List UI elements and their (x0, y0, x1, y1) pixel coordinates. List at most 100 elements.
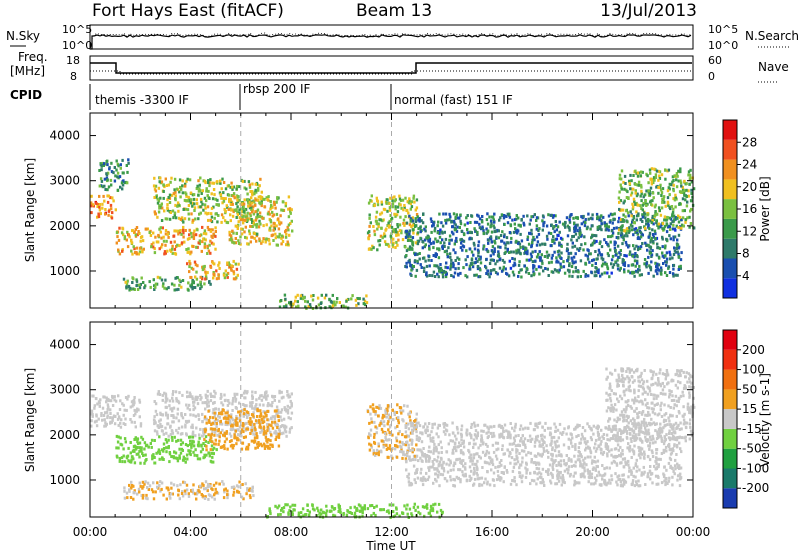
echo-cell (450, 230, 454, 234)
echo-cell (427, 258, 430, 262)
echo-cell (493, 247, 496, 251)
echo-cell (119, 442, 122, 446)
echo-cell (561, 222, 565, 226)
echo-cell (415, 421, 418, 425)
echo-cell (123, 489, 126, 493)
echo-cell (452, 232, 455, 236)
echo-cell (532, 270, 535, 274)
echo-cell (652, 235, 655, 239)
echo-cell (411, 424, 415, 428)
echo-cell (133, 396, 136, 399)
echo-cell (153, 439, 156, 442)
echo-cell (267, 238, 271, 242)
power-x-tickmarks (89, 113, 694, 308)
colorbar-swatch (723, 278, 737, 298)
echo-cell (503, 214, 506, 217)
echo-cell (199, 283, 202, 287)
echo-cell (638, 468, 641, 472)
echo-cell (117, 176, 120, 180)
echo-cell (244, 412, 248, 416)
echo-cell (629, 271, 632, 275)
echo-cell (212, 272, 215, 276)
echo-cell (151, 457, 154, 461)
echo-cell (503, 241, 506, 245)
echo-cell (498, 218, 501, 222)
echo-cell (476, 265, 480, 268)
echo-cell (558, 230, 561, 234)
echo-cell (203, 453, 206, 457)
echo-cell (414, 508, 417, 512)
echo-cell (656, 267, 660, 271)
echo-cell (643, 470, 646, 474)
echo-cell (590, 234, 594, 238)
echo-cell (191, 442, 194, 446)
echo-cell (251, 192, 254, 196)
echo-cell (207, 211, 210, 215)
echo-cell (160, 219, 164, 222)
echo-cell (262, 425, 266, 429)
echo-cell (133, 401, 136, 405)
echo-cell (179, 185, 182, 189)
echo-cell (665, 433, 668, 437)
echo-cell (531, 260, 534, 264)
echo-cell (574, 260, 577, 264)
echo-cell (236, 489, 239, 493)
echo-cell (558, 220, 561, 224)
echo-region (404, 421, 683, 488)
echo-cell (268, 228, 271, 232)
echo-cell (672, 183, 675, 187)
echo-cell (244, 235, 247, 239)
echo-cell (164, 405, 167, 409)
echo-cell (219, 392, 223, 396)
echo-cell (236, 392, 239, 396)
echo-cell (135, 284, 138, 288)
echo-cell (473, 421, 476, 425)
echo-cell (238, 401, 241, 405)
echo-cell (199, 189, 202, 193)
noise-left-tick-bottom: 10^0 (62, 39, 92, 52)
echo-cell (154, 184, 158, 188)
echo-cell (680, 226, 683, 230)
echo-cell (254, 390, 257, 394)
echo-cell (222, 197, 225, 200)
echo-cell (437, 443, 440, 447)
echo-cell (394, 198, 397, 202)
echo-cell (248, 404, 252, 408)
echo-cell (671, 175, 675, 179)
echo-cell (394, 230, 397, 234)
echo-cell (503, 260, 506, 264)
echo-cell (445, 423, 449, 427)
echo-cell (286, 240, 289, 244)
echo-cell (542, 221, 545, 225)
echo-cell (283, 293, 287, 297)
echo-cell (266, 418, 269, 422)
echo-cell (98, 203, 101, 206)
echo-cell (634, 264, 637, 268)
echo-cell (410, 442, 413, 446)
echo-cell (207, 179, 210, 183)
echo-cell (375, 405, 378, 409)
echo-cell (150, 445, 153, 449)
echo-cell (640, 199, 643, 203)
echo-cell (476, 233, 479, 236)
echo-cell (252, 439, 255, 443)
echo-cell (209, 415, 212, 419)
echo-cell (374, 215, 378, 219)
echo-cell (234, 277, 237, 281)
echo-cell (249, 203, 252, 207)
echo-cell (363, 299, 367, 303)
echo-cell (274, 429, 277, 433)
echo-cell (289, 406, 292, 410)
echo-cell (368, 442, 371, 446)
echo-cell (379, 218, 382, 222)
echo-cell (454, 267, 457, 271)
echo-cell (532, 273, 535, 277)
echo-cell (433, 226, 437, 230)
echo-cell (189, 413, 192, 417)
echo-cell (572, 255, 576, 259)
echo-cell (392, 503, 395, 507)
echo-cell (406, 404, 409, 408)
echo-cell (216, 491, 220, 495)
echo-cell (160, 202, 163, 206)
echo-cell (394, 214, 397, 218)
